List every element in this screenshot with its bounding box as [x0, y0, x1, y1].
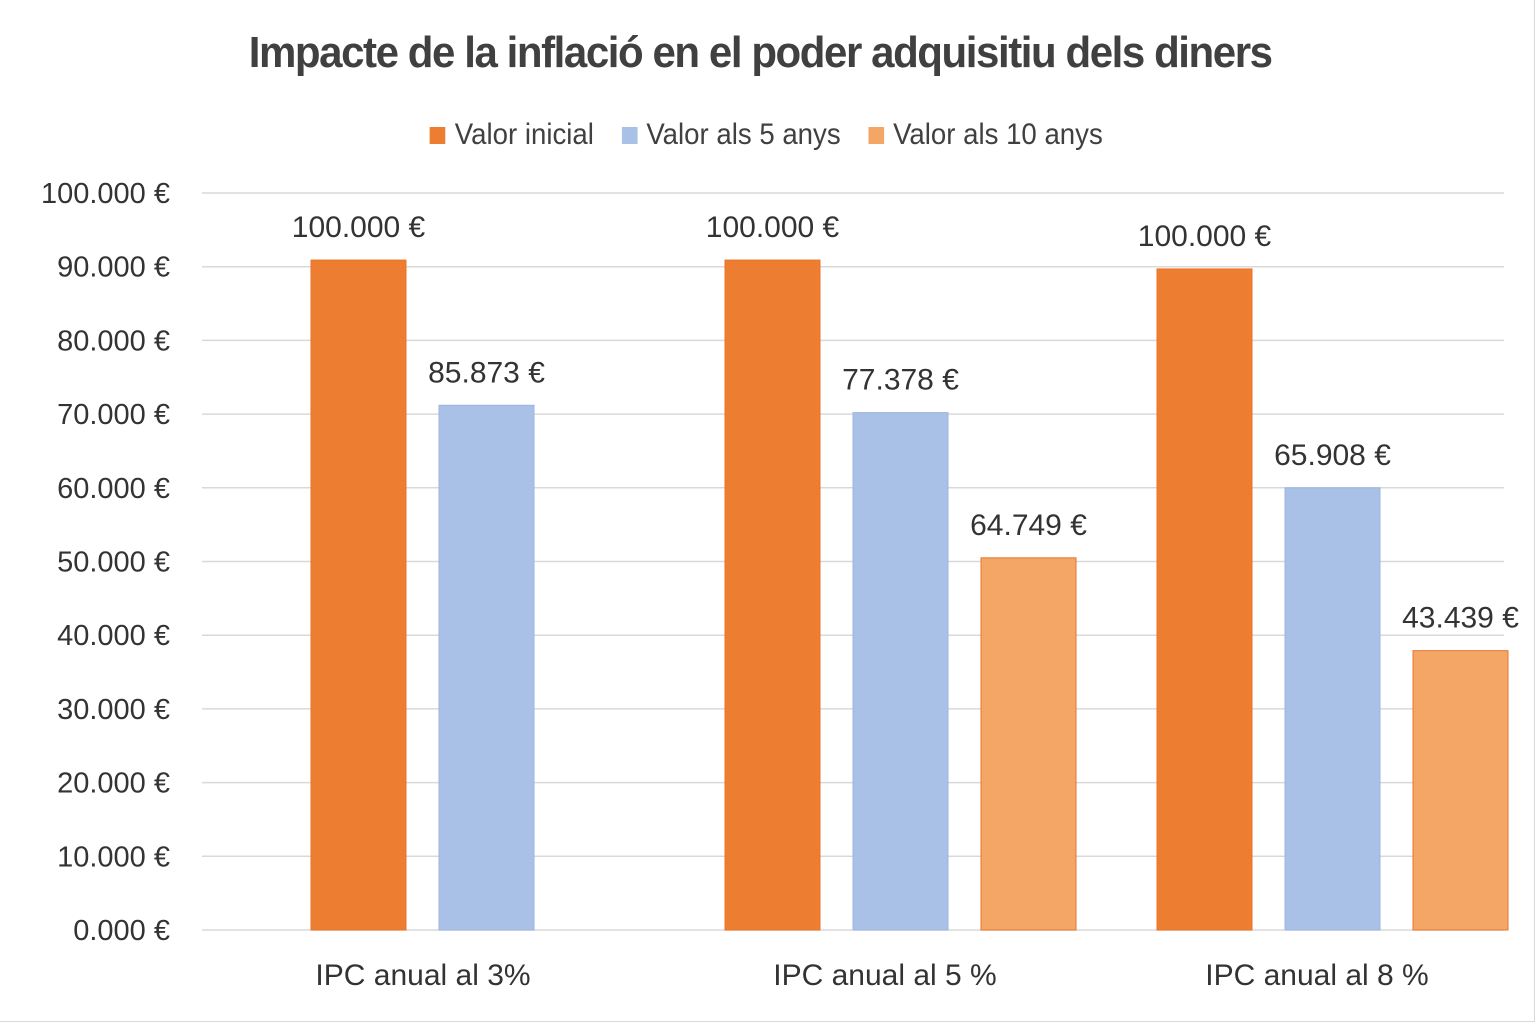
legend-item-valor-inicial[interactable]: Valor inicial	[429, 118, 594, 152]
y-tick-label: 60.000 €	[57, 473, 170, 505]
data-label: 64.749 €	[970, 509, 1087, 542]
x-axis-labels: IPC anual al 3% IPC anual al 5 % IPC anual…	[315, 959, 1428, 992]
y-tick-label: 40.000 €	[57, 620, 170, 652]
data-label: 43.439 €	[1402, 602, 1519, 635]
bars	[310, 259, 1509, 931]
x-tick-label: IPC anual al 5 %	[773, 959, 996, 992]
data-labels: 100.000 € 85.873 € 100.000 € 77.378 € 64.749…	[292, 211, 1519, 635]
data-label: 100.000 €	[1138, 220, 1272, 253]
data-label: 77.378 €	[842, 364, 959, 397]
bar-valor-inicial	[724, 259, 821, 931]
data-label: 100.000 €	[706, 211, 840, 244]
data-label: 100.000 €	[292, 211, 426, 244]
data-label: 65.908 €	[1274, 439, 1391, 472]
legend-swatch-valor-5-anys	[621, 126, 638, 144]
bar-valor-10-anys	[1412, 650, 1509, 931]
y-tick-label: 100.000 €	[41, 178, 170, 210]
bar-valor-5-anys	[852, 412, 949, 931]
data-label: 85.873 €	[428, 356, 545, 389]
legend-swatch-valor-10-anys	[868, 126, 884, 144]
legend-swatch-valor-inicial	[429, 126, 446, 144]
x-tick-label: IPC anual al 8 %	[1205, 959, 1428, 992]
chart-title: Impacte de la inflació en el poder adqui…	[248, 28, 1273, 77]
bar-valor-inicial	[1156, 268, 1253, 931]
legend-label: Valor inicial	[454, 118, 594, 151]
bar-valor-inicial	[310, 259, 407, 931]
bar-valor-10-anys	[980, 557, 1077, 931]
y-tick-label: 10.000 €	[57, 841, 170, 873]
y-axis-labels: 0.000 € 10.000 € 20.000 € 30.000 € 40.000 € 5…	[41, 178, 170, 947]
y-tick-label: 80.000 €	[57, 325, 170, 357]
x-tick-label: IPC anual al 3%	[315, 959, 530, 992]
legend-item-valor-10-anys[interactable]: Valor als 10 anys	[868, 118, 1103, 152]
y-tick-label: 30.000 €	[57, 694, 170, 726]
legend-label: Valor als 10 anys	[893, 118, 1103, 151]
y-tick-label: 90.000 €	[57, 252, 170, 284]
y-tick-label: 20.000 €	[57, 768, 170, 800]
bar-valor-5-anys	[1284, 487, 1381, 931]
bar-valor-5-anys	[438, 404, 535, 931]
y-tick-label: 50.000 €	[57, 547, 170, 579]
y-tick-label: 0.000 €	[73, 915, 170, 947]
y-tick-label: 70.000 €	[57, 399, 170, 431]
legend: Valor inicial Valor als 5 anys Valor als…	[0, 118, 1533, 152]
legend-label: Valor als 5 anys	[646, 118, 841, 151]
legend-item-valor-5-anys[interactable]: Valor als 5 anys	[621, 118, 841, 152]
